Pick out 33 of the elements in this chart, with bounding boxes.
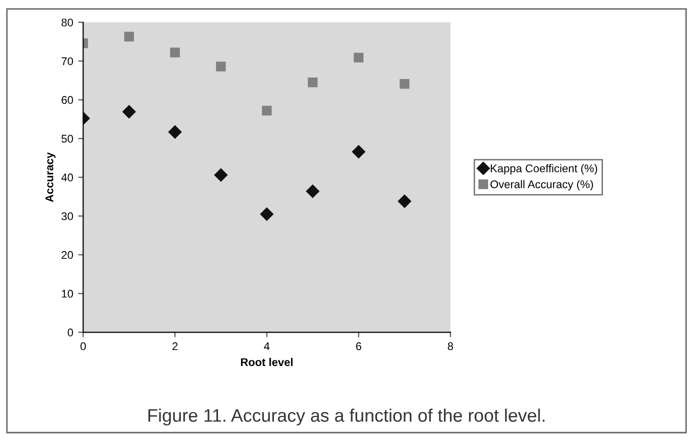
point xyxy=(124,32,134,42)
legend-label: Kappa Coefficient (%) xyxy=(490,164,598,175)
y-tick-label: 20 xyxy=(62,251,74,259)
point xyxy=(216,62,226,72)
y-tick-label: 40 xyxy=(61,174,74,182)
point xyxy=(306,184,320,198)
y-tick-label: 70 xyxy=(62,57,74,66)
x-tick-label: 8 xyxy=(448,342,454,350)
y-tick-label: 80 xyxy=(62,18,74,26)
point xyxy=(398,194,412,208)
y-tick-label: 0 xyxy=(68,328,74,336)
x-tick-label: 2 xyxy=(172,342,178,350)
caption: Figure 11. Accuracy as a function of the root level. xyxy=(148,408,544,426)
point xyxy=(260,208,274,221)
x-tick-label: 6 xyxy=(356,342,362,350)
x-tick-label: 0 xyxy=(80,342,86,350)
x-axis-title: Root level xyxy=(241,358,293,366)
point xyxy=(400,79,410,89)
y-tick-label: 60 xyxy=(62,96,74,104)
y-axis-title: Accuracy xyxy=(46,152,56,202)
point xyxy=(168,125,182,139)
point xyxy=(262,106,272,116)
point xyxy=(122,105,136,118)
point xyxy=(170,48,180,58)
point xyxy=(354,52,364,62)
point xyxy=(308,77,318,88)
y-tick-label: 50 xyxy=(62,134,74,143)
y-tick-label: 30 xyxy=(62,212,74,220)
y-tick-label: 10 xyxy=(62,290,74,298)
x-tick-label: 4 xyxy=(264,342,270,350)
point xyxy=(352,145,366,158)
legend-label: Overall Accuracy (%) xyxy=(490,180,593,190)
point xyxy=(214,168,228,182)
